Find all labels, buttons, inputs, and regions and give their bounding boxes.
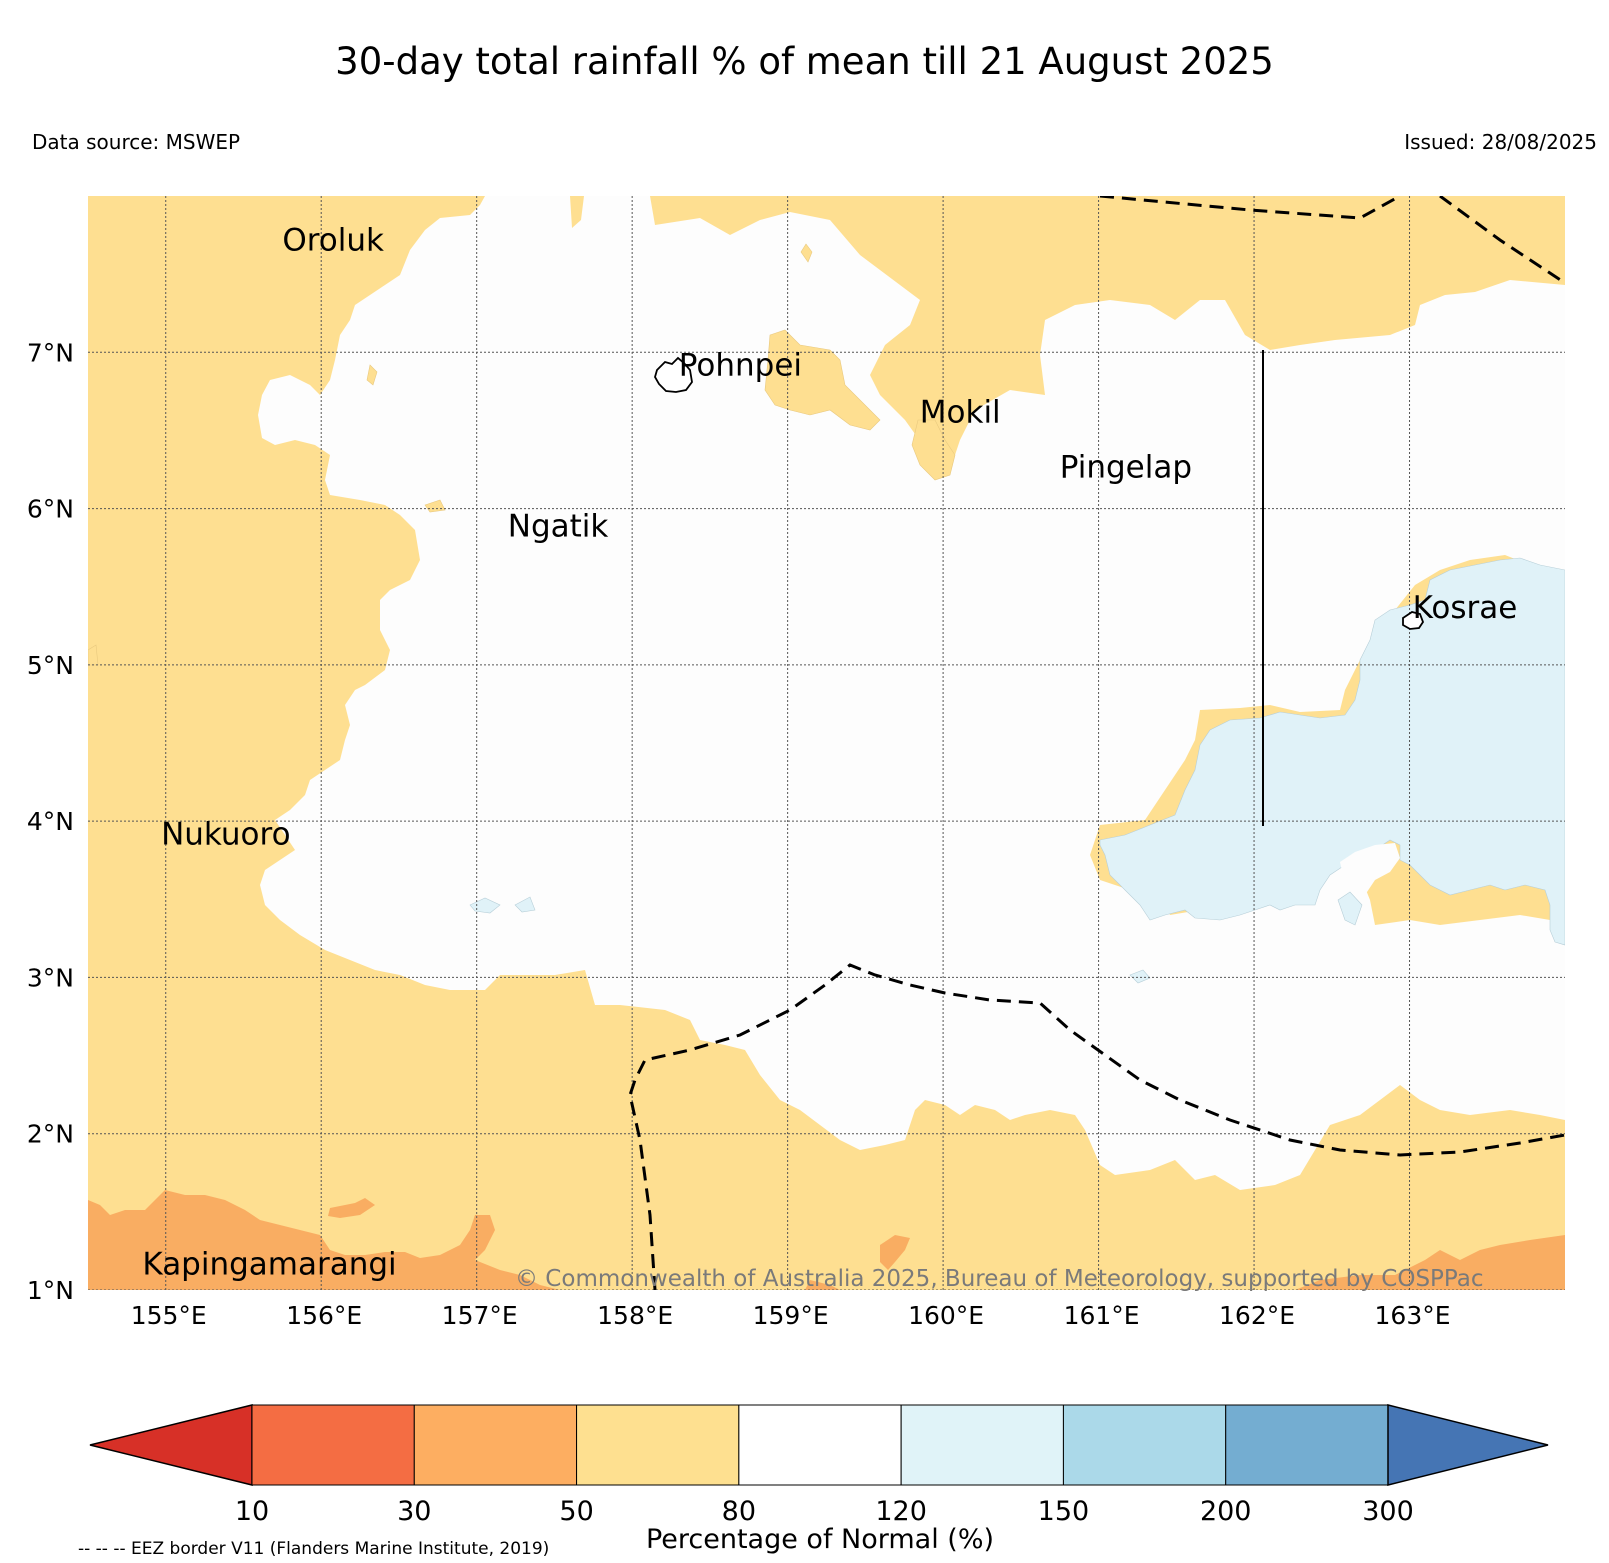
region-30-50	[1295, 1235, 1565, 1290]
colorbar: 10 30 50 80 120 150 200 300	[89, 1404, 1549, 1527]
issued-date-label: Issued: 28/08/2025	[1404, 130, 1597, 154]
copyright-notice: © Commonwealth of Australia 2025, Bureau…	[515, 1266, 1484, 1292]
colorbar-extend-high	[1387, 1404, 1549, 1486]
region-80-120-patch	[1340, 843, 1400, 905]
eez-border	[628, 963, 1565, 1290]
lat-tick-label: 6°N	[27, 495, 74, 524]
lat-tick-label: 4°N	[27, 807, 74, 836]
colorbar-segment	[1062, 1404, 1227, 1486]
region-50-80-patch	[911, 419, 956, 481]
colorbar-tick-label: 200	[1200, 1496, 1252, 1527]
colorbar-tick-label: 30	[397, 1496, 431, 1527]
lon-tick-label: 157°E	[442, 1301, 518, 1330]
place-label: Pingelap	[1060, 449, 1192, 485]
region-120-150	[469, 897, 501, 914]
longitude-labels: 155°E 156°E 157°E 158°E 159°E 160°E 161°E 162°E…	[131, 1301, 1451, 1330]
place-label: Oroluk	[282, 223, 384, 259]
region-30-50	[88, 1190, 560, 1290]
colorbar-segment	[576, 1404, 740, 1486]
colorbar-tick-label: 10	[235, 1496, 269, 1527]
place-label: Kosrae	[1413, 590, 1518, 626]
place-label: Mokil	[920, 395, 1001, 431]
map-field	[88, 196, 1565, 1290]
region-120-150	[1099, 557, 1565, 946]
colorbar-tick-label: 50	[559, 1496, 593, 1527]
region-120-150	[1129, 969, 1151, 984]
pohnpei-island	[654, 356, 693, 393]
lat-tick-label: 7°N	[27, 338, 74, 367]
colorbar-tick-label: 80	[722, 1496, 756, 1527]
lat-tick-label: 2°N	[27, 1120, 74, 1149]
colorbar-segment	[251, 1404, 415, 1486]
region-30-50	[880, 1235, 910, 1270]
eez-note: -- -- -- EEZ border V11 (Flanders Marine…	[78, 1539, 549, 1559]
region-80-120	[258, 196, 1565, 1190]
region-50-80-patch	[764, 329, 881, 431]
region-120-150	[1337, 891, 1363, 926]
region-30-50	[328, 1198, 375, 1218]
place-labels: Oroluk Pohnpei Mokil Pingelap Ngatik Kosrae Nu…	[142, 223, 1517, 1283]
lat-tick-label: 3°N	[27, 963, 74, 992]
colorbar-segment	[1225, 1404, 1389, 1486]
colorbar-tick-label: 150	[1038, 1496, 1090, 1527]
place-label: Nukuoro	[161, 817, 290, 853]
data-source-label: Data source: MSWEP	[32, 130, 241, 154]
region-50-80-patch	[800, 243, 813, 263]
colorbar-label: Percentage of Normal (%)	[646, 1524, 994, 1555]
kosrae-island	[1402, 611, 1425, 630]
lon-tick-label: 158°E	[597, 1301, 673, 1330]
lon-tick-label: 156°E	[286, 1301, 362, 1330]
region-30-50	[805, 1280, 840, 1290]
place-label: Ngatik	[508, 509, 609, 545]
lon-tick-label: 155°E	[131, 1301, 207, 1330]
lat-tick-label: 1°N	[27, 1276, 74, 1305]
lon-tick-label: 160°E	[908, 1301, 984, 1330]
colorbar-segment	[900, 1404, 1064, 1486]
colorbar-extend-low	[89, 1404, 253, 1486]
lon-tick-label: 162°E	[1219, 1301, 1295, 1330]
colorbar-segment	[738, 1404, 902, 1486]
place-label: Kapingamarangi	[142, 1246, 396, 1282]
colorbar-tick-label: 300	[1362, 1496, 1414, 1527]
region-50-80-patch	[366, 364, 378, 386]
eez-border	[1099, 196, 1565, 285]
lon-tick-label: 161°E	[1064, 1301, 1140, 1330]
colorbar-tick-label: 120	[875, 1496, 927, 1527]
region-120-150	[514, 896, 536, 913]
colorbar-segment	[413, 1404, 578, 1486]
map-title: 30-day total rainfall % of mean till 21 …	[335, 40, 1274, 83]
lon-tick-label: 159°E	[753, 1301, 829, 1330]
latitude-labels: 1°N 2°N 3°N 4°N 5°N 6°N 7°N	[27, 338, 74, 1305]
lat-tick-label: 5°N	[27, 651, 74, 680]
place-label: Pohnpei	[679, 348, 802, 384]
lon-tick-label: 163°E	[1375, 1301, 1451, 1330]
